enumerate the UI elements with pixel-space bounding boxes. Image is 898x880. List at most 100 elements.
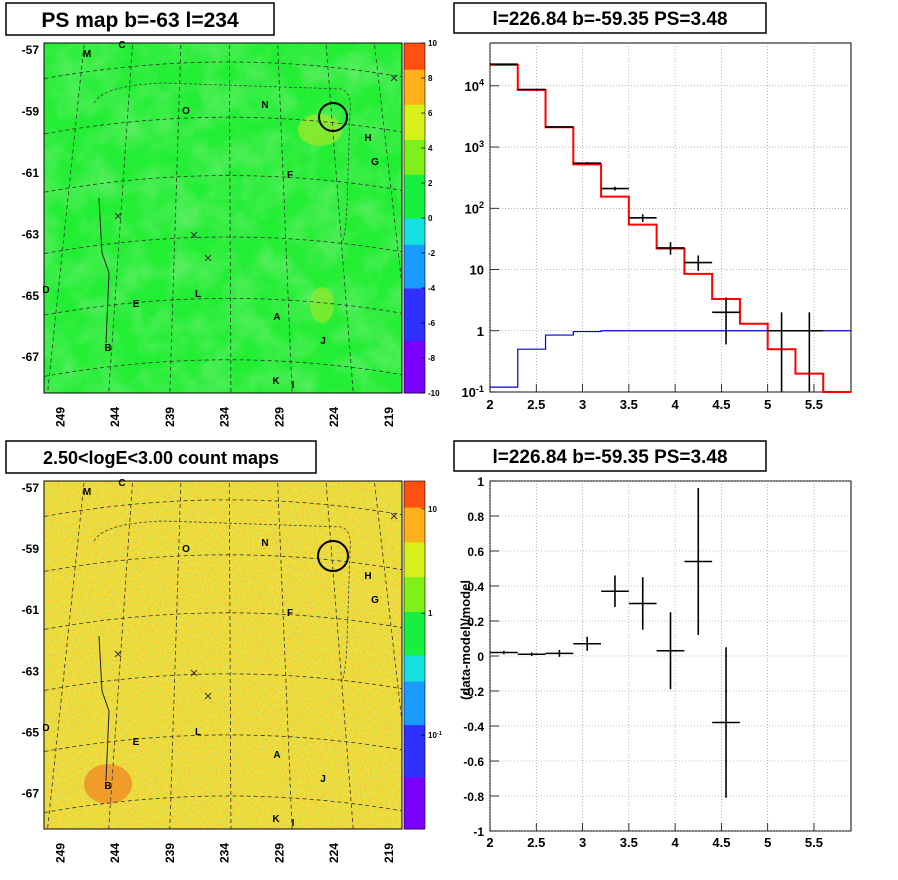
- colorbar-cell: [404, 620, 425, 630]
- colorbar-cell: [404, 481, 425, 491]
- colorbar-cell: [404, 768, 425, 778]
- colorbar-cell: [404, 51, 425, 61]
- colorbar-cell: [404, 802, 425, 813]
- source-label-c: C: [118, 478, 125, 489]
- spectrum-data-point: [795, 312, 824, 392]
- lon-tick-label: 219: [382, 843, 396, 863]
- spectrum-frame: [489, 42, 852, 393]
- colorbar-cell: [404, 733, 425, 743]
- colorbar-cell: [404, 375, 425, 385]
- source-cross-marker: [114, 212, 122, 220]
- source-label-l: L: [195, 289, 201, 300]
- colorbar-cell: [404, 270, 425, 280]
- colorbar-cell: [404, 776, 425, 786]
- graticule-lat-line: [44, 236, 402, 255]
- colorbar-cell: [404, 366, 425, 376]
- colorbar-cell: [404, 568, 425, 578]
- graticule-lat-line: [44, 297, 402, 316]
- colorbar-cell: [404, 524, 425, 534]
- graticule-lon-line: [228, 481, 232, 829]
- title-box-tl: PS map b=-63 l=234: [5, 2, 275, 36]
- source-label-o: O: [182, 106, 190, 117]
- residual-data-point: [545, 649, 574, 657]
- lon-tick-label: 219: [382, 407, 396, 427]
- graticule-lon-line: [108, 481, 133, 829]
- residual-data-point: [601, 575, 629, 607]
- residual-x-tick-label: 3.5: [620, 835, 638, 850]
- count-map-frame: [43, 480, 403, 830]
- lat-tick-label: -61: [22, 166, 40, 180]
- spectrum-y-tick-label: 10-1: [461, 384, 484, 400]
- source-label-n: N: [261, 538, 268, 549]
- spectrum-y-tick-label: 1: [477, 324, 484, 339]
- colorbar-cell: [404, 331, 425, 341]
- residual-y-tick-label: 0: [477, 650, 484, 664]
- residual-x-tick-label: 5: [764, 835, 771, 850]
- colorbar-cell: [404, 794, 425, 804]
- graticule-lat-line: [44, 673, 402, 691]
- colorbar-cell: [404, 507, 425, 517]
- colorbar-tick-label: -8: [428, 354, 436, 363]
- spectrum-y-tick-label: 104: [464, 78, 484, 94]
- spectrum-x-tick-label: 4: [672, 397, 680, 412]
- source-cross-marker: [390, 512, 398, 520]
- colorbar-cell: [404, 279, 425, 289]
- graticule-lat-line: [44, 554, 402, 572]
- source-cross-marker: [390, 74, 398, 82]
- ps-map-frame: [43, 42, 403, 394]
- colorbar-cell: [404, 165, 425, 175]
- colorbar-tick-label: -2: [428, 249, 436, 258]
- colorbar-cell: [404, 533, 425, 543]
- region-edge: [98, 635, 110, 782]
- graticule-lon-line: [277, 481, 293, 829]
- residual-x-tick-label: 3: [579, 835, 586, 850]
- colorbar-tick-label: 10: [428, 39, 437, 48]
- colorbar-cell: [404, 86, 425, 96]
- colorbar-cell: [404, 218, 425, 228]
- colorbar-cell: [404, 226, 425, 236]
- source-label-m: M: [83, 487, 91, 498]
- colorbar-cell: [404, 637, 425, 647]
- lon-tick-label: 239: [163, 407, 177, 427]
- graticule-lat-line: [44, 734, 402, 753]
- residual-y-tick-label: 0.2: [467, 615, 484, 629]
- lat-tick-label: -59: [22, 105, 40, 119]
- spectrum-data-point: [712, 297, 740, 345]
- residual-data-point: [517, 652, 546, 656]
- colorbar-cell: [404, 559, 425, 569]
- colorbar-cell: [404, 139, 425, 149]
- lat-tick-label: -67: [22, 350, 40, 364]
- residual-y-tick-label: 0.6: [467, 545, 484, 559]
- colorbar-cell: [404, 628, 425, 639]
- source-label-d: D: [42, 723, 49, 734]
- source-cross-marker: [190, 231, 198, 239]
- spectrum-x-tick-label: 3.5: [620, 397, 638, 412]
- ps-map-hotspot: [310, 287, 334, 323]
- colorbar-cell: [404, 156, 425, 166]
- colorbar-cell: [404, 715, 425, 726]
- residual-y-tick-label: -0.4: [463, 720, 484, 734]
- residual-y-tick-label: -1: [473, 825, 484, 839]
- spectrum-data-point: [545, 126, 574, 128]
- residual-data-point: [712, 647, 740, 798]
- count-map-hotspot: [84, 764, 132, 804]
- source-cross-marker: [190, 669, 198, 677]
- colorbar-cell: [404, 785, 425, 795]
- residual-y-tick-label: 0.8: [467, 510, 484, 524]
- spectrum-data-point: [490, 63, 518, 66]
- residual-x-tick-label: 4.5: [712, 835, 730, 850]
- colorbar-cell: [404, 95, 425, 105]
- colorbar-cell: [404, 820, 425, 830]
- residual-y-tick-label: -0.8: [463, 790, 484, 804]
- lon-tick-label: 224: [327, 407, 341, 427]
- colorbar-cell: [404, 585, 425, 595]
- colorbar-cell: [404, 611, 425, 621]
- colorbar-cell: [404, 314, 425, 324]
- colorbar-cell: [404, 340, 425, 350]
- spectrum-data-point: [573, 161, 602, 165]
- spectrum-data-point: [601, 186, 629, 191]
- colorbar-cell: [404, 244, 425, 254]
- colorbar-cell: [404, 60, 425, 70]
- title-spectrum: l=226.84 b=-59.35 PS=3.48: [492, 9, 727, 30]
- colorbar-tick-label: 2: [428, 179, 433, 188]
